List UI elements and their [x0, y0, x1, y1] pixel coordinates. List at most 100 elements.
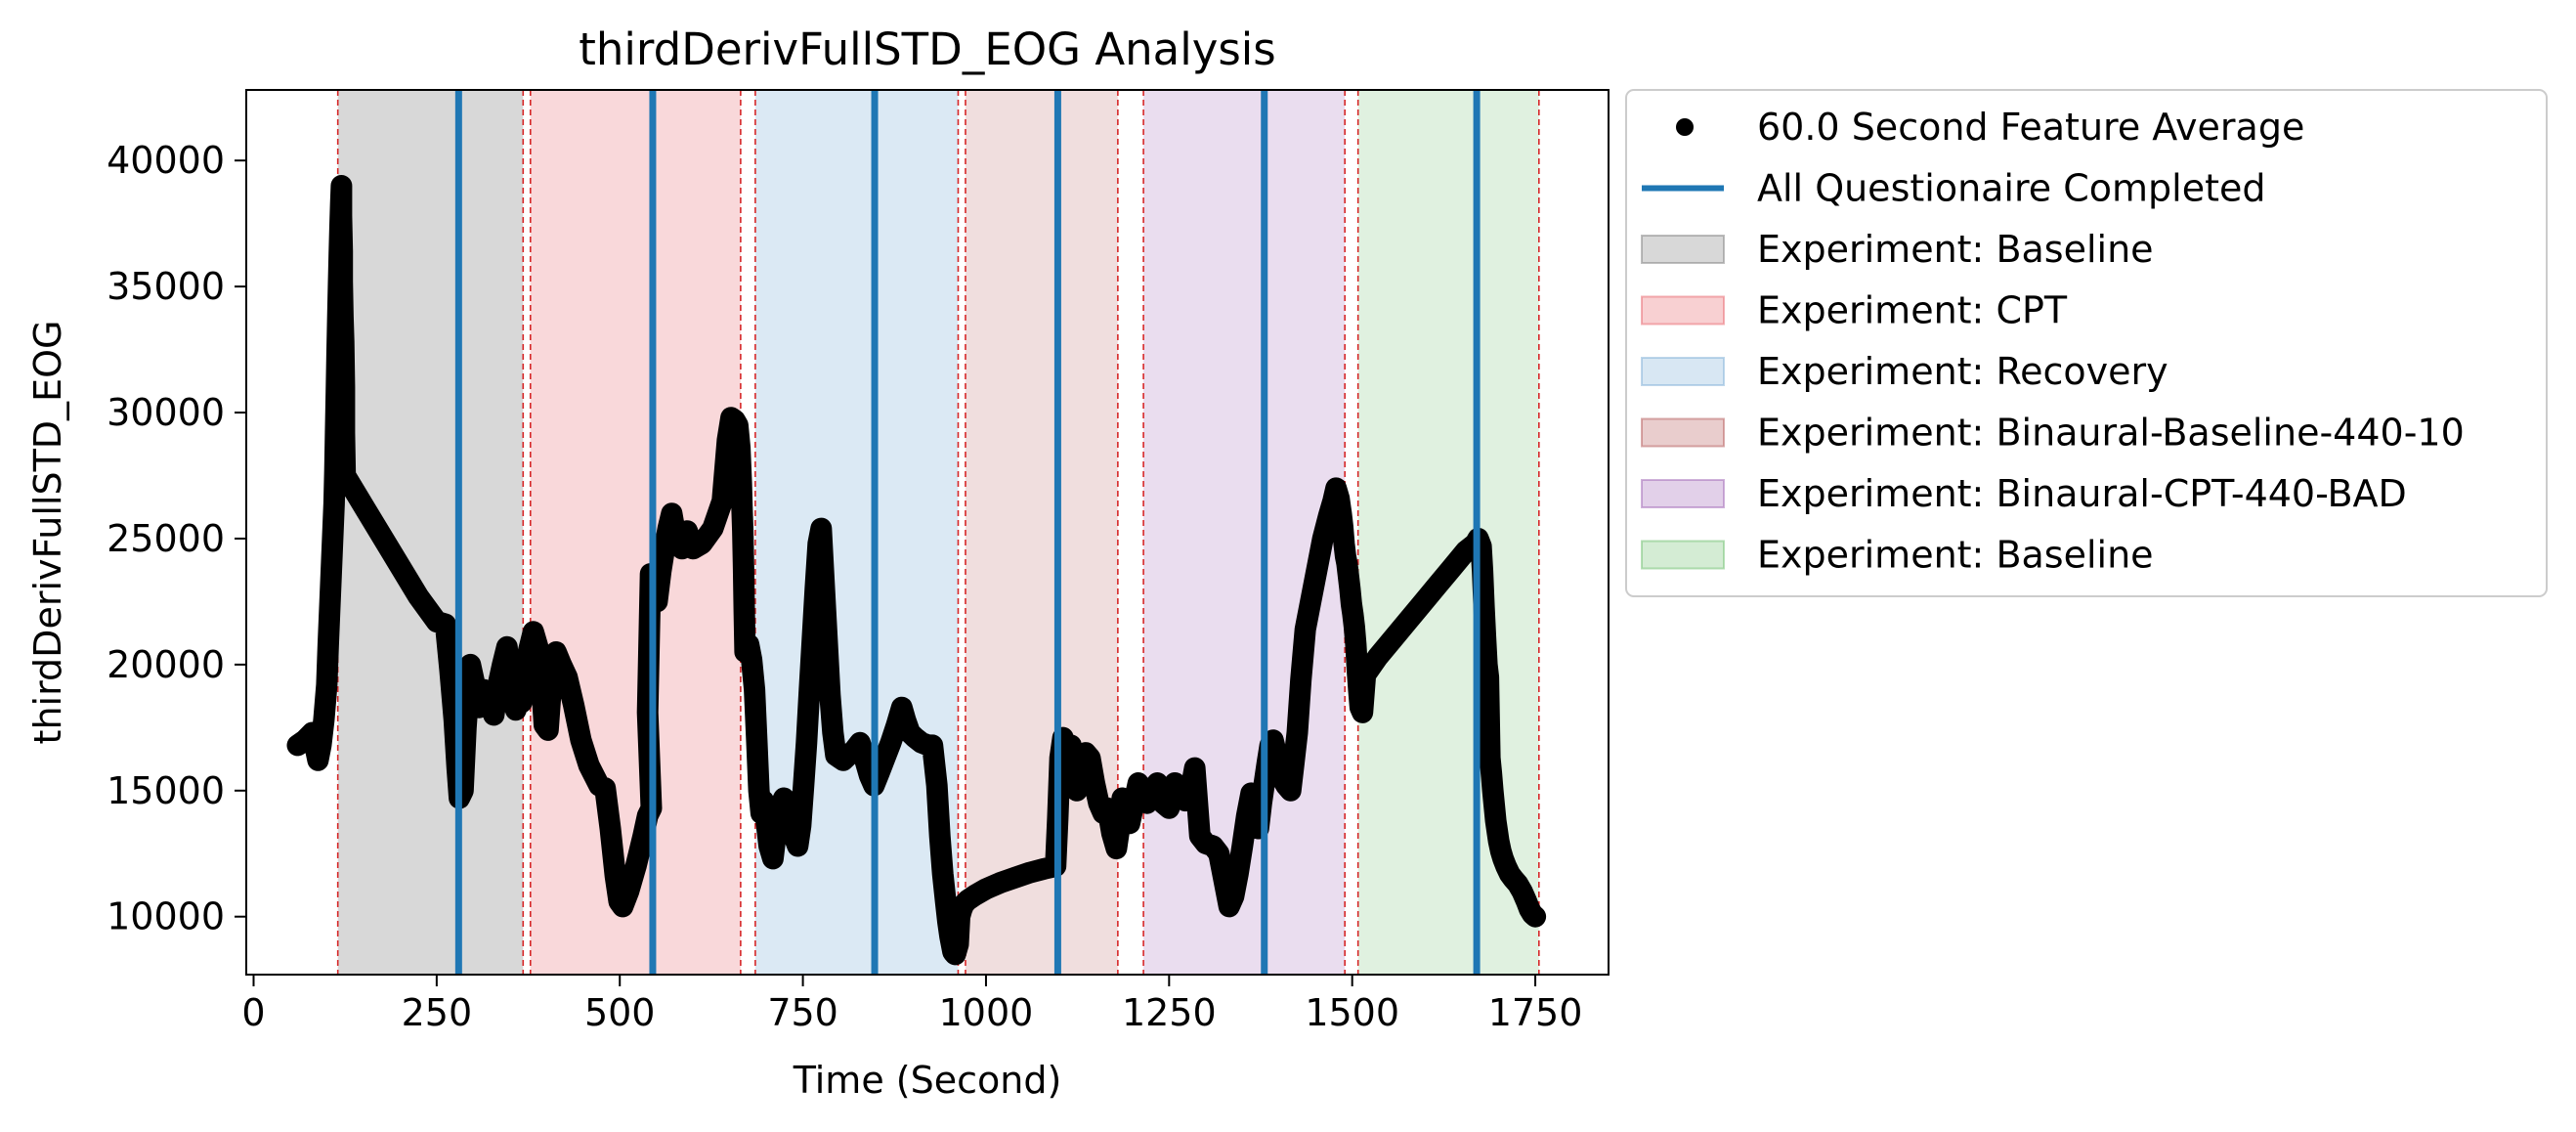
- legend-box: [1625, 89, 2548, 597]
- feature-average-point-85: [652, 562, 670, 581]
- experiment-spans: [337, 90, 1539, 975]
- x-axis-ticks: 0 250 500 750 1000 1250 1500 1750: [241, 975, 1582, 1034]
- chart-title: thirdDerivFullSTD_EOG Analysis: [579, 23, 1276, 75]
- feature-average-point-66: [558, 668, 577, 686]
- feature-average-point-216: [1228, 864, 1247, 883]
- feature-average-point-87: [659, 519, 677, 538]
- feature-average-point-243: [1333, 517, 1352, 536]
- x-tick-label-1500: 1500: [1305, 991, 1399, 1034]
- feature-average-point-91: [678, 522, 697, 541]
- feature-average-point-158: [933, 864, 952, 883]
- feature-average-point-270: [1477, 628, 1495, 646]
- feature-average-point-47: [480, 688, 498, 707]
- feature-average-points: [286, 175, 1547, 966]
- feature-average-point-104: [734, 559, 752, 578]
- feature-average-point-127: [800, 680, 819, 699]
- feature-average-point-263: [1441, 559, 1460, 578]
- feature-average-point-272: [1480, 668, 1498, 686]
- feature-average-point-109: [746, 680, 764, 699]
- legend-entry-1-marker: [1676, 118, 1694, 136]
- feature-average-point-257: [1356, 666, 1375, 684]
- legend-entry-4-label: Experiment: CPT: [1757, 289, 2068, 332]
- questionnaire-lines: [454, 90, 1481, 975]
- feature-average-point-126: [797, 733, 816, 752]
- y-tick-label-25000: 25000: [107, 517, 225, 560]
- x-tick-label-1000: 1000: [939, 991, 1034, 1034]
- feature-average-point-23: [332, 206, 351, 225]
- legend: 60.0 Second Feature Average All Questiona…: [1625, 89, 2548, 597]
- x-tick-label-250: 250: [402, 991, 473, 1034]
- legend-entry-5-swatch: [1641, 357, 1725, 386]
- feature-average-point-50: [494, 655, 512, 674]
- feature-average-point-146: [876, 749, 894, 767]
- feature-average-point-22: [332, 176, 351, 195]
- feature-average-point-171: [991, 873, 1009, 892]
- feature-average-point-273: [1481, 749, 1499, 767]
- feature-average-point-68: [572, 731, 590, 750]
- feature-average-point-108: [743, 650, 761, 669]
- feature-average-point-58: [524, 623, 542, 641]
- feature-average-point-183: [1072, 762, 1091, 780]
- feature-average-point-258: [1368, 648, 1387, 667]
- feature-average-point-186: [1085, 774, 1103, 793]
- feature-average-point-189: [1098, 799, 1117, 817]
- feature-average-point-180: [1061, 736, 1080, 755]
- legend-entry-7-swatch: [1641, 479, 1725, 508]
- feature-average-point-213: [1216, 875, 1234, 893]
- experiment-span-6: [1357, 90, 1539, 975]
- feature-average-point-63: [542, 671, 561, 689]
- feature-average-point-195: [1120, 814, 1138, 833]
- feature-average-point-132: [815, 575, 834, 593]
- feature-average-point-37: [441, 661, 459, 679]
- feature-average-point-8: [319, 635, 337, 654]
- legend-entry-3-swatch: [1641, 235, 1725, 264]
- feature-average-point-252: [1347, 635, 1365, 654]
- feature-average-point-208: [1185, 759, 1204, 777]
- feature-average-point-227: [1268, 749, 1287, 767]
- feature-average-point-235: [1302, 589, 1320, 608]
- y-axis-label: thirdDerivFullSTD_EOG: [26, 321, 69, 745]
- feature-average-point-26: [333, 308, 352, 327]
- feature-average-point-3: [303, 723, 322, 742]
- feature-average-point-231: [1284, 756, 1303, 774]
- feature-average-point-173: [1020, 863, 1039, 882]
- feature-average-point-142: [856, 751, 875, 769]
- feature-average-point-135: [824, 723, 842, 742]
- feature-average-point-101: [732, 474, 751, 493]
- x-tick-label-750: 750: [767, 991, 838, 1034]
- feature-average-point-48: [485, 706, 503, 724]
- feature-average-point-215: [1224, 888, 1243, 906]
- feature-average-point-197: [1129, 774, 1147, 793]
- feature-average-point-262: [1427, 577, 1445, 595]
- feature-average-point-43: [461, 655, 480, 674]
- feature-average-point-29: [335, 423, 354, 442]
- feature-average-point-207: [1181, 779, 1200, 798]
- feature-average-point-105: [735, 602, 753, 621]
- legend-entry-8-swatch: [1641, 540, 1725, 570]
- feature-average-point-155: [923, 736, 942, 755]
- feature-average-point-27: [334, 332, 353, 351]
- feature-average-point-170: [976, 880, 995, 898]
- feature-average-point-67: [565, 696, 583, 715]
- feature-average-point-260: [1397, 613, 1416, 631]
- feature-average-point-100: [731, 439, 750, 457]
- legend-entry-6-swatch: [1641, 417, 1725, 448]
- y-tick-label-30000: 30000: [107, 391, 225, 434]
- feature-average-point-254: [1350, 680, 1368, 699]
- feature-average-point-236: [1308, 559, 1326, 578]
- feature-average-point-275: [1483, 781, 1502, 800]
- legend-entry-2-label: All Questionaire Completed: [1757, 167, 2266, 210]
- feature-average-point-256: [1353, 703, 1372, 721]
- y-tick-label-15000: 15000: [107, 769, 225, 812]
- feature-average-point-10: [322, 565, 340, 584]
- feature-average-point-59: [529, 637, 547, 656]
- feature-average-point-25: [333, 272, 352, 290]
- feature-average-point-75: [614, 897, 632, 916]
- feature-average-point-76: [620, 882, 638, 900]
- feature-average-point-93: [693, 535, 711, 553]
- x-tick-label-0: 0: [241, 991, 265, 1034]
- feature-average-point-128: [803, 631, 822, 649]
- feature-average-point-191: [1107, 840, 1126, 858]
- feature-average-point-116: [763, 849, 782, 868]
